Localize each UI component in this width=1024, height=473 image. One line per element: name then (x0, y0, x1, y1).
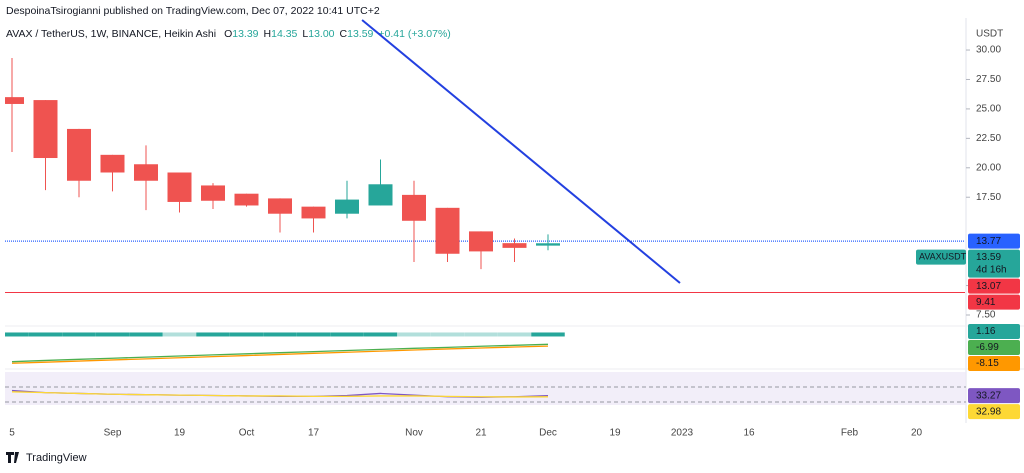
ohlc-key: H (264, 28, 272, 40)
histogram-bar (397, 332, 431, 337)
candle-body (335, 199, 359, 214)
histogram-bar (464, 332, 498, 337)
price-label: 13.07 (976, 281, 1001, 292)
histogram-bar (531, 332, 565, 337)
y-tick-label: 7.50 (976, 310, 996, 321)
histogram-bar (296, 332, 331, 337)
footer-brand: TradingView (26, 452, 87, 464)
price-label: 9.41 (976, 297, 996, 308)
symbol: AVAX / TetherUS, 1W, BINANCE, Heikin Ash… (6, 28, 216, 40)
candle-body (502, 243, 527, 248)
candle-body (469, 231, 493, 252)
indicator-line (11, 391, 549, 398)
ohlc-value: 14.35 (271, 28, 297, 40)
indicator-line (11, 343, 549, 363)
histogram-bar (5, 332, 29, 337)
candle-body (5, 97, 24, 104)
ohlc-key: C (340, 28, 348, 40)
price-label-box (968, 404, 1020, 420)
price-label-box (968, 233, 1020, 249)
candle-body (301, 206, 326, 219)
histogram-bar (330, 332, 364, 337)
candle-body (368, 184, 393, 206)
histogram-bar (62, 332, 96, 337)
candle-body (67, 128, 91, 181)
x-tick-label: Dec (539, 428, 557, 439)
ohlc-value: 13.59 (347, 28, 373, 40)
price-label-box (968, 249, 1020, 278)
x-tick-label: 16 (743, 428, 755, 439)
rsi-band (5, 372, 966, 405)
candle-body (201, 185, 225, 201)
histogram-bar (263, 332, 297, 337)
price-label: 32.98 (976, 406, 1001, 417)
price-label-box (968, 339, 1020, 355)
price-label-box (968, 355, 1020, 371)
x-tick-label: 2023 (671, 428, 694, 439)
symbol-tag: AVAXUSDT (919, 252, 967, 262)
x-tick-label: Oct (239, 428, 255, 439)
y-tick-label: 22.50 (976, 133, 1001, 144)
histogram-bar (430, 332, 465, 337)
candle-body (167, 172, 192, 202)
candle-body (100, 154, 125, 173)
y-tick-label: 17.50 (976, 192, 1001, 203)
x-tick-label: Sep (104, 428, 122, 439)
price-label-box (968, 323, 1020, 339)
histogram-bar (28, 332, 63, 337)
x-tick-label: 19 (609, 428, 621, 439)
change: +0.41 (+3.07%) (378, 28, 450, 40)
price-label-box (968, 278, 1020, 294)
x-tick-label: 5 (9, 428, 15, 439)
ohlc-value: 13.39 (232, 28, 258, 40)
published-line: DespoinaTsirogianni published on Trading… (6, 5, 380, 17)
price-label-box (968, 388, 1020, 404)
plot (5, 19, 965, 398)
histogram-bar (196, 332, 230, 337)
histogram-bar (162, 332, 197, 337)
histogram-bar (129, 332, 163, 337)
y-tick-label: 30.00 (976, 45, 1001, 56)
ohlc-key: O (224, 28, 232, 40)
x-tick-label: Feb (841, 428, 859, 439)
candle-body (536, 243, 560, 246)
x-tick-label: 17 (308, 428, 320, 439)
price-label: 33.27 (976, 390, 1001, 401)
candle-body (435, 207, 460, 254)
x-tick-label: 20 (911, 428, 923, 439)
price-label: -6.99 (976, 342, 999, 353)
x-tick-label: 21 (475, 428, 487, 439)
symbol-tag-box (916, 249, 966, 265)
price-label: 1.16 (976, 326, 996, 337)
symbol-legend: AVAX / TetherUS, 1W, BINANCE, Heikin Ash… (6, 28, 451, 40)
axis-unit: USDT (976, 29, 1003, 40)
histogram-bar (497, 332, 532, 337)
candle-body (33, 100, 58, 159)
histogram-bar (229, 332, 264, 337)
y-tick-label: 20.00 (976, 162, 1001, 173)
candle-body (268, 198, 292, 214)
candle-body (134, 164, 158, 181)
countdown: 4d 16h (976, 264, 1007, 275)
logo (6, 452, 19, 463)
y-tick-label: 27.50 (976, 74, 1001, 85)
price-label: -8.15 (976, 358, 999, 369)
candle-body (234, 193, 259, 206)
ohlc-key: L (302, 28, 308, 40)
histogram-bar (363, 332, 398, 337)
trendline (361, 19, 681, 284)
price-label-box (968, 294, 1020, 310)
price-label: 13.59 (976, 252, 1001, 263)
x-tick-label: 19 (174, 428, 186, 439)
price-label: 13.77 (976, 236, 1001, 247)
ohlc-value: 13.00 (308, 28, 334, 40)
histogram-bar (95, 332, 130, 337)
y-tick-label: 25.00 (976, 104, 1001, 115)
x-tick-label: Nov (405, 428, 423, 439)
indicator-line (11, 345, 549, 364)
candle-body (402, 194, 426, 221)
